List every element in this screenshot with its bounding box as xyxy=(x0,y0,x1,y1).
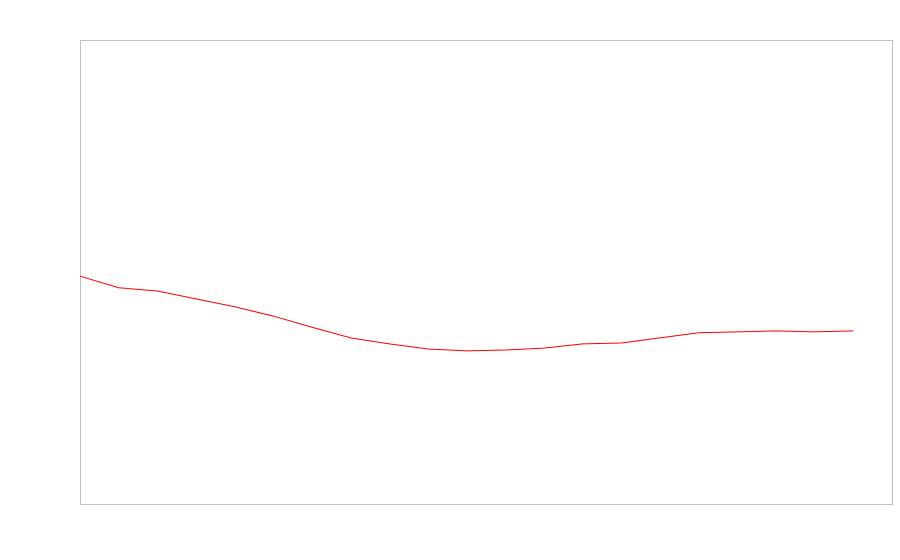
series-layer xyxy=(79,275,854,352)
plot-frame xyxy=(80,40,893,505)
series-line-0 xyxy=(79,275,854,352)
